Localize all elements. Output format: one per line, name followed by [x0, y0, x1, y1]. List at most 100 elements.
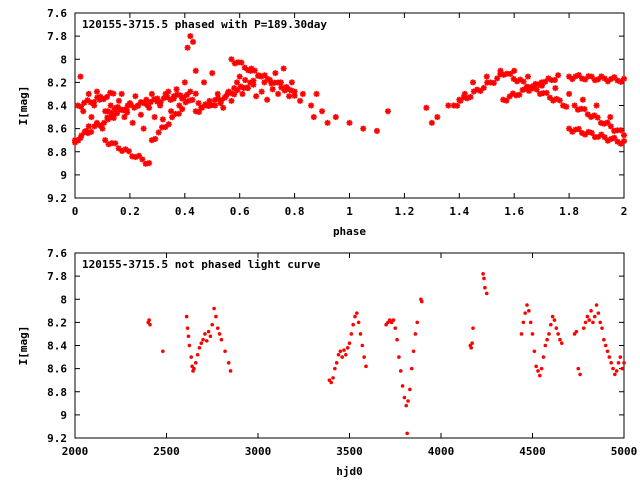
- data-point: [576, 366, 581, 371]
- data-point: [310, 114, 317, 121]
- data-point: [454, 102, 461, 109]
- data-point: [204, 339, 209, 343]
- data-point: [331, 376, 335, 380]
- y-tick-label: 8: [60, 293, 67, 306]
- data-point: [85, 123, 92, 130]
- data-point: [265, 75, 272, 82]
- data-point: [214, 314, 218, 319]
- data-point: [482, 276, 486, 281]
- data-point: [373, 127, 380, 134]
- data-point: [587, 318, 592, 322]
- data-point: [445, 102, 452, 109]
- data-point: [226, 361, 231, 365]
- data-point: [161, 349, 165, 354]
- data-point: [152, 135, 159, 142]
- data-point: [538, 373, 542, 378]
- data-point: [484, 291, 489, 296]
- data-point: [391, 318, 396, 322]
- x-tick-label: 1.2: [394, 205, 414, 218]
- data-point: [332, 114, 339, 121]
- plot-frame: [74, 252, 625, 439]
- data-point: [258, 88, 265, 95]
- x-axis-label: hjd0: [336, 465, 363, 478]
- data-point: [75, 137, 82, 144]
- data-point: [112, 140, 119, 147]
- x-tick-label: 0.6: [230, 205, 250, 218]
- data-point: [554, 326, 559, 330]
- y-tick-label: 8.8: [47, 386, 67, 399]
- data-point: [250, 77, 257, 84]
- data-point: [483, 285, 487, 290]
- data-point: [101, 119, 108, 126]
- data-point: [600, 326, 604, 330]
- data-point: [556, 332, 560, 336]
- data-point: [187, 343, 192, 348]
- data-point: [520, 78, 527, 85]
- chart-title: 120155-3715.5 not phased light curve: [82, 258, 321, 271]
- data-point: [428, 119, 435, 126]
- x-tick-label: 1.6: [504, 205, 524, 218]
- data-point: [581, 106, 588, 113]
- data-point: [234, 87, 241, 94]
- data-point: [552, 85, 559, 92]
- data-point: [107, 102, 114, 109]
- data-point: [155, 129, 162, 136]
- data-point: [253, 93, 260, 100]
- data-point: [121, 106, 128, 113]
- data-point: [159, 116, 166, 123]
- data-point: [593, 102, 600, 109]
- data-point: [140, 125, 147, 132]
- x-tick-label: 3500: [336, 445, 363, 458]
- unphased-chart: 2000 2500 3000 3500 4000 4500 5000 7.6 7.8 8 8.2 8.…: [17, 247, 637, 478]
- data-point: [556, 97, 563, 104]
- x-tick-label: 4500: [519, 445, 546, 458]
- data-point: [360, 343, 365, 348]
- data-point: [192, 90, 199, 97]
- data-point: [541, 355, 546, 359]
- data-point: [344, 352, 348, 357]
- data-point: [471, 326, 475, 330]
- data-point: [349, 332, 354, 336]
- data-point: [402, 395, 407, 400]
- y-tick-label: 8.4: [47, 340, 67, 353]
- data-point: [551, 76, 558, 83]
- data-point: [93, 88, 100, 95]
- data-point: [517, 76, 524, 83]
- x-tick-label: 3000: [245, 445, 272, 458]
- data-point: [340, 355, 344, 359]
- data-point: [208, 334, 213, 339]
- data-point: [519, 332, 524, 336]
- data-point: [607, 355, 612, 359]
- y-axis-label: I[mag]: [17, 86, 30, 126]
- data-point: [168, 108, 175, 115]
- data-point: [201, 337, 205, 342]
- data-point: [185, 326, 190, 330]
- data-point: [481, 272, 485, 276]
- data-point: [622, 361, 626, 365]
- data-point: [261, 79, 268, 86]
- data-point: [288, 79, 295, 86]
- y-tick-label: 9: [60, 169, 67, 182]
- data-point: [199, 341, 204, 345]
- x-tick-label: 0.4: [175, 205, 195, 218]
- data-point: [324, 119, 331, 126]
- data-point: [611, 366, 615, 371]
- y-axis-label: I[mag]: [17, 326, 30, 366]
- data-point: [233, 79, 240, 86]
- data-point: [351, 322, 355, 327]
- y-tick-label: 9: [60, 409, 67, 422]
- y-tick-label: 8.6: [47, 123, 67, 136]
- data-point: [563, 103, 570, 110]
- data-point: [358, 332, 363, 336]
- data-point: [118, 90, 125, 97]
- data-point: [415, 320, 420, 325]
- data-point: [406, 399, 410, 403]
- data-point: [228, 56, 235, 63]
- data-point: [364, 364, 368, 369]
- data-point: [550, 314, 555, 319]
- data-point: [77, 73, 84, 80]
- x-tick-label: 2500: [153, 445, 180, 458]
- data-point: [220, 104, 227, 111]
- data-point: [346, 119, 353, 126]
